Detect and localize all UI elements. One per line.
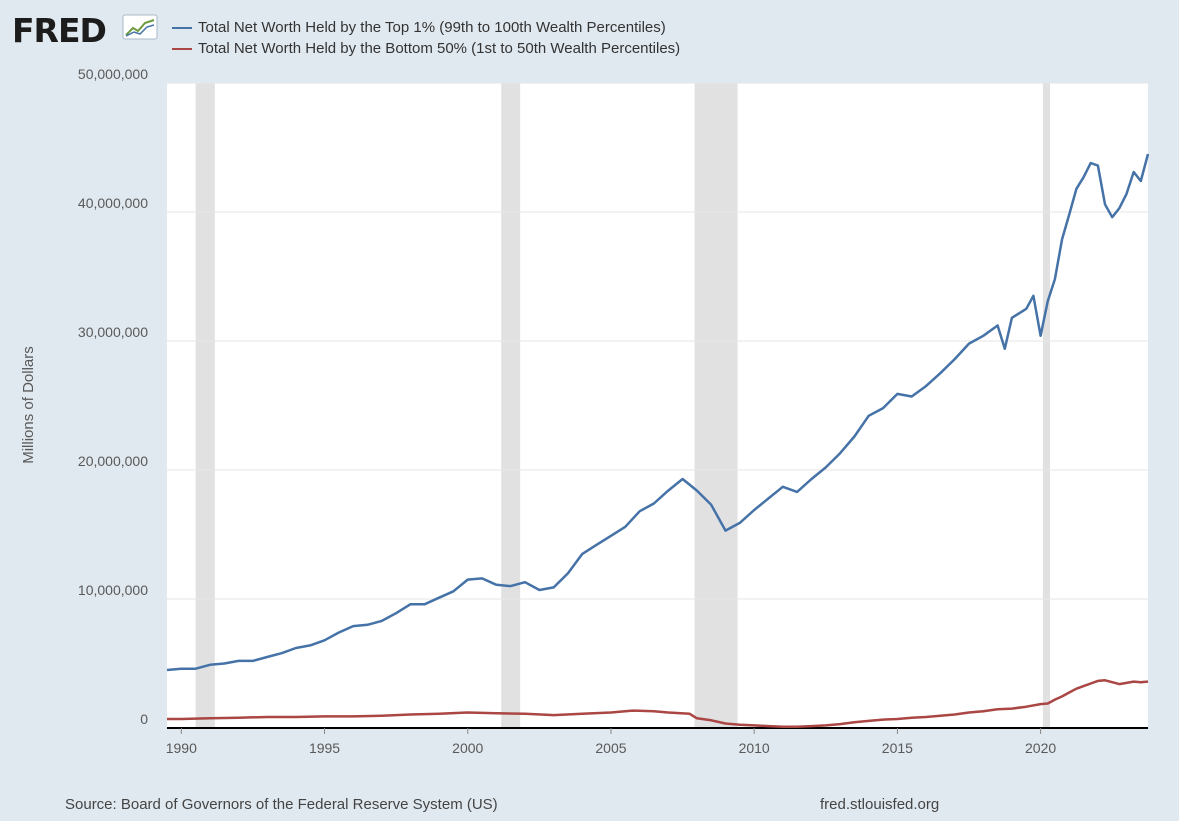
x-tick-label: 1995 (309, 740, 340, 756)
legend-label-top1: Total Net Worth Held by the Top 1% (99th… (198, 19, 666, 36)
y-tick-label: 30,000,000 (78, 324, 148, 340)
source-note: Source: Board of Governors of the Federa… (65, 796, 498, 813)
legend-swatch-bottom50 (172, 47, 192, 50)
y-tick-label: 50,000,000 (78, 66, 148, 82)
fred-graph-icon (122, 14, 158, 40)
legend-label-bottom50: Total Net Worth Held by the Bottom 50% (… (198, 40, 681, 57)
x-tick-label: 2005 (595, 740, 626, 756)
plot-area (167, 83, 1148, 728)
recession-band-1 (501, 83, 521, 728)
x-tick-label: 2015 (882, 740, 913, 756)
x-tick-label: 2000 (452, 740, 483, 756)
x-tick-label: 1990 (166, 740, 197, 756)
y-axis-label: Millions of Dollars (20, 346, 37, 464)
site-url[interactable]: fred.stlouisfed.org (820, 796, 940, 813)
legend-item-bottom50[interactable]: Total Net Worth Held by the Bottom 50% (… (172, 40, 680, 57)
recession-band-0 (195, 83, 215, 728)
x-tick-label: 2010 (739, 740, 770, 756)
y-tick-label: 0 (140, 711, 148, 727)
legend-swatch-top1 (172, 26, 192, 29)
y-tick-label: 40,000,000 (78, 195, 148, 211)
series-line-0 (166, 153, 1150, 672)
series-line-1 (167, 679, 1149, 728)
legend-item-top1[interactable]: Total Net Worth Held by the Top 1% (99th… (172, 19, 666, 36)
fred-logo: FRED (12, 11, 107, 50)
y-tick-label: 20,000,000 (78, 453, 148, 469)
x-tick-label: 2020 (1025, 740, 1056, 756)
recession-band-3 (1042, 83, 1051, 728)
recession-band-2 (694, 83, 738, 728)
y-tick-label: 10,000,000 (78, 582, 148, 598)
